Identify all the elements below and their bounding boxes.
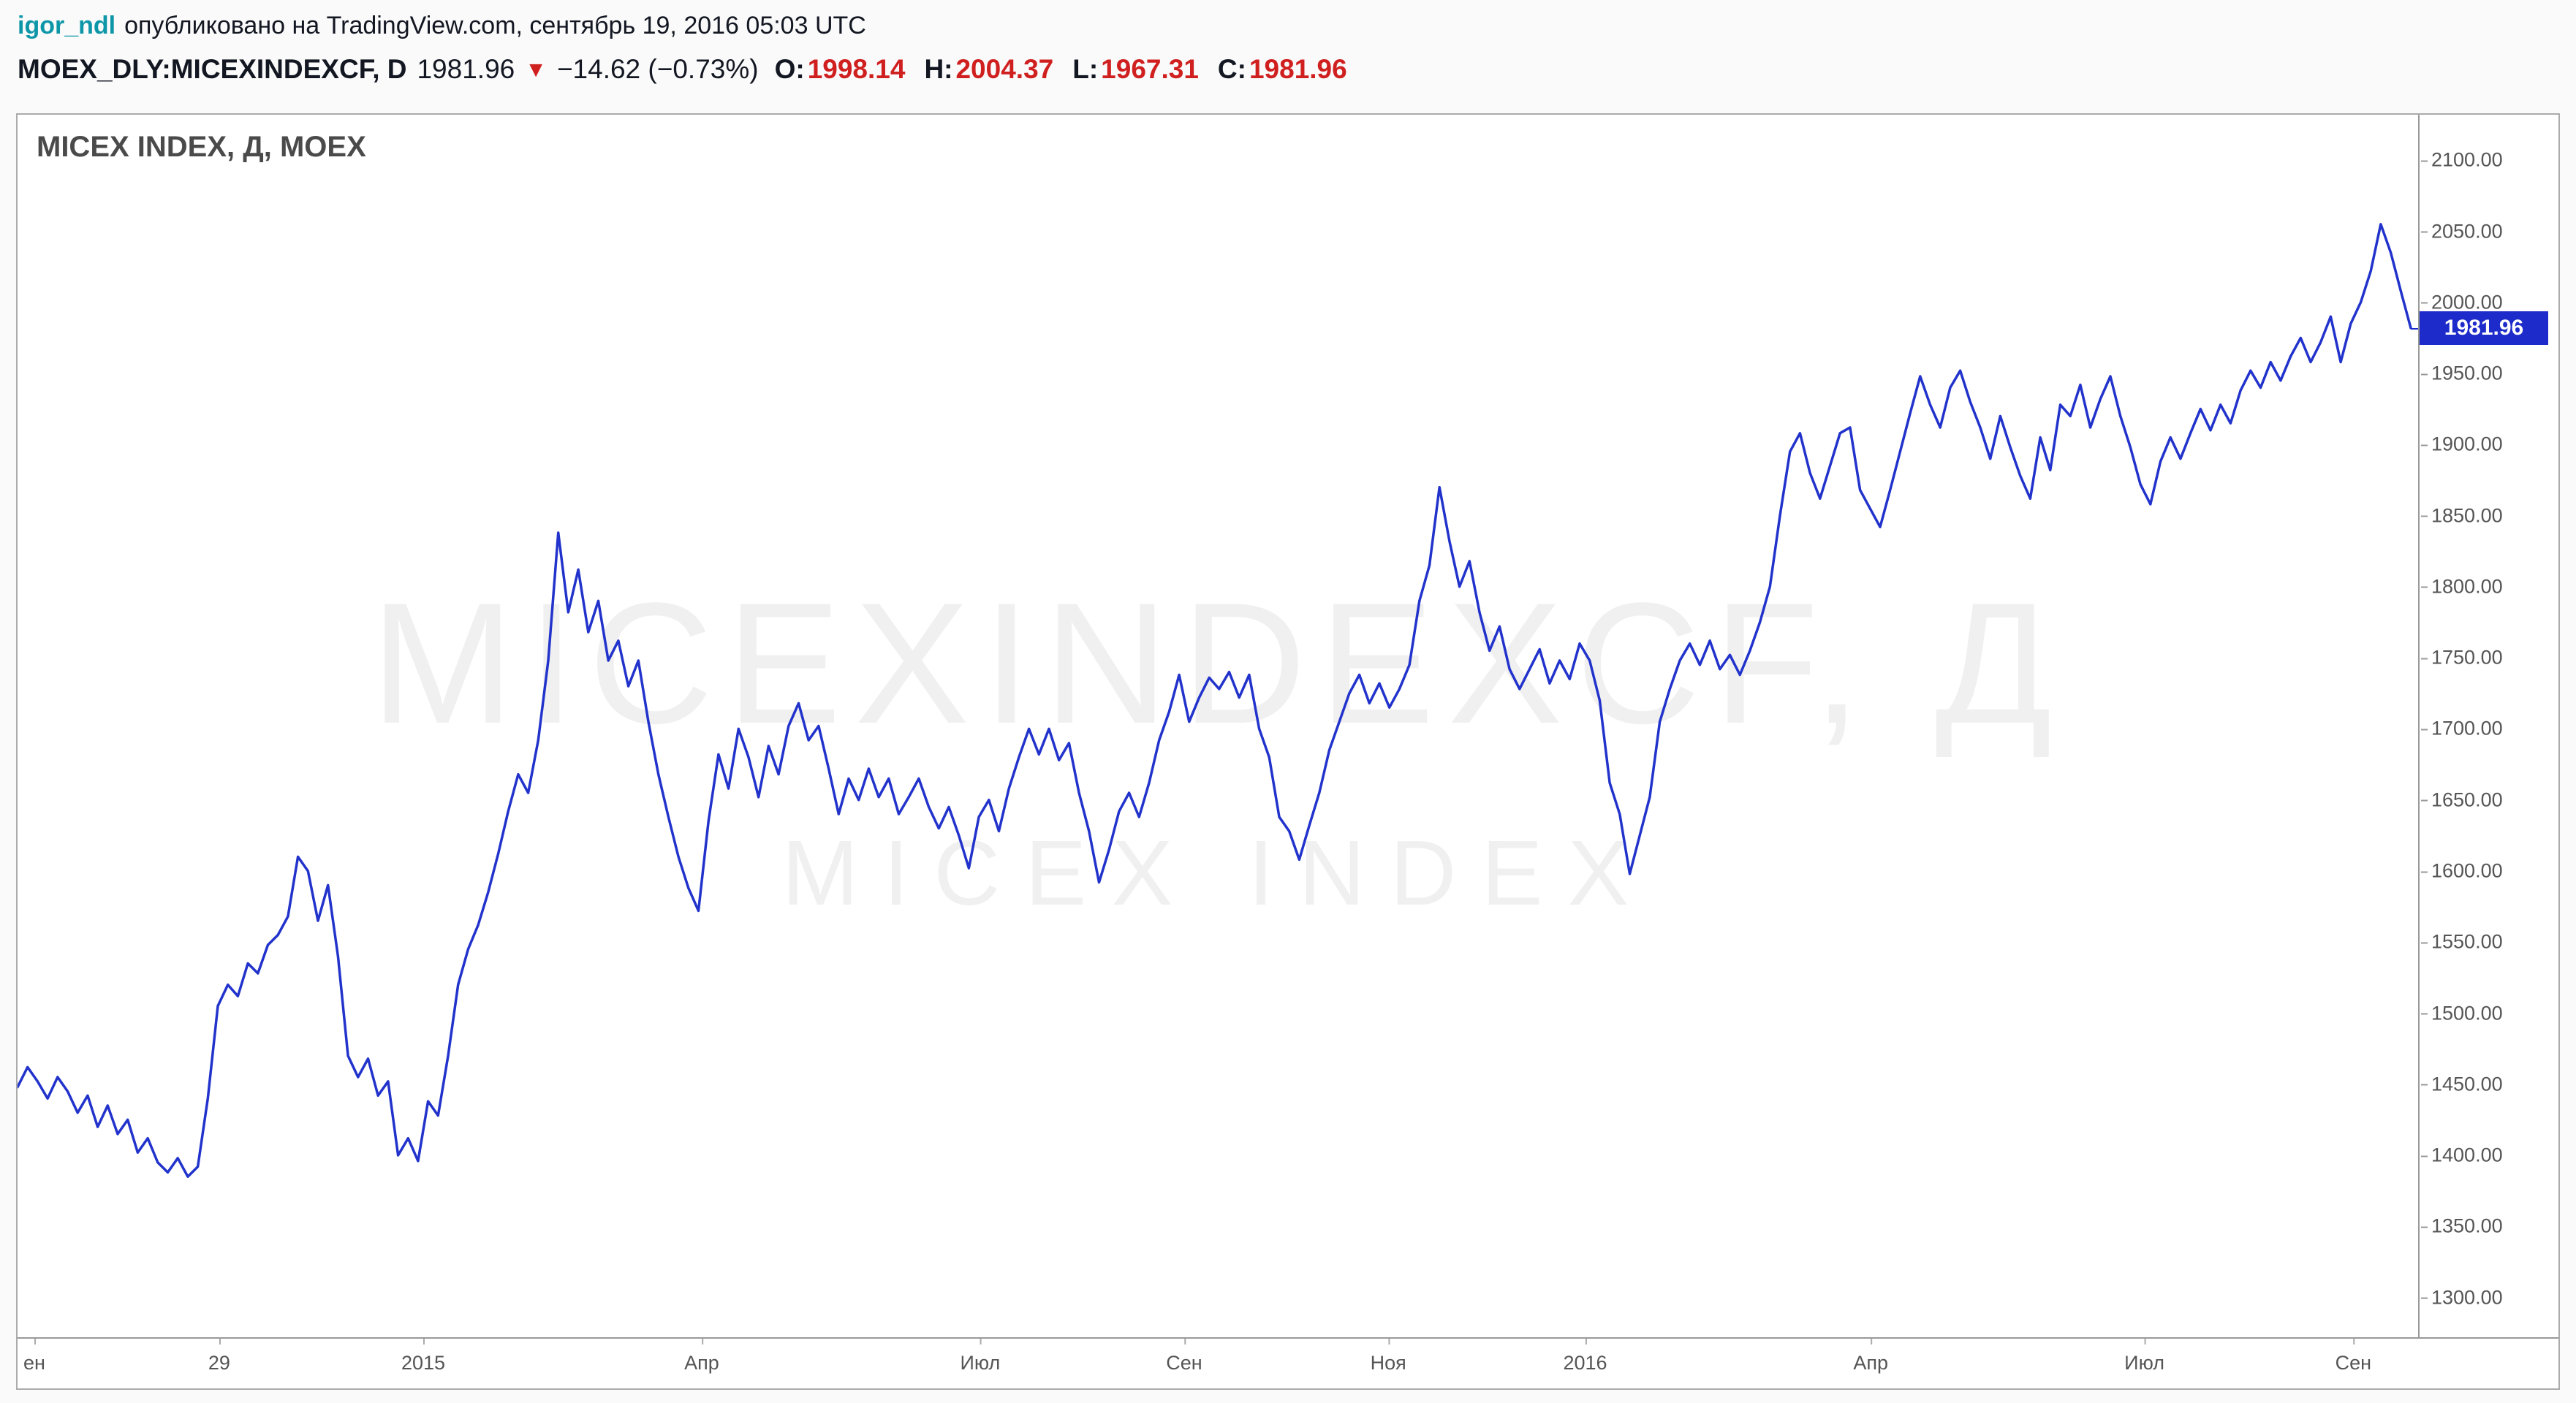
price-line (18, 223, 2412, 1178)
price-label: 1981.96 (2411, 311, 2548, 345)
symbol-info-bar: MOEX_DLY:MICEXINDEXCF, D 1981.96 ▼ −14.6… (18, 53, 1347, 88)
attribution-line: igor_ndl опубликовано на TradingView.com,… (18, 10, 866, 41)
y-axis-label: 1350.00 (2421, 1214, 2503, 1237)
x-axis[interactable]: ен 29 2015 Апр Июл Сен Ноя 2016 Апр Июл Сен (18, 1337, 2558, 1388)
y-axis-label: 2000.00 (2421, 291, 2503, 313)
ohlc-item: O: 1998.14 (775, 53, 906, 86)
ohlc-value: 1981.96 (1249, 54, 1347, 84)
chart-frame: MICEXINDEXCF, Д MICEX INDEX MICEX INDEX,… (16, 113, 2560, 1390)
y-axis-label: 1900.00 (2421, 433, 2503, 455)
x-axis-label: Сен (1166, 1338, 1202, 1374)
ohlc-value: 2004.37 (955, 54, 1054, 84)
y-axis-label: 1650.00 (2421, 788, 2503, 811)
ohlc-value: 1967.31 (1101, 54, 1199, 84)
y-axis-label: 1450.00 (2421, 1073, 2503, 1095)
username-link[interactable]: igor_ndl (18, 12, 116, 39)
down-triangle-icon: ▼ (525, 58, 547, 82)
price-change: −14.62 (−0.73%) (556, 54, 759, 84)
y-axis-label: 2100.00 (2421, 148, 2503, 171)
y-axis-label: 1750.00 (2421, 646, 2503, 669)
y-axis-label: 1400.00 (2421, 1144, 2503, 1166)
ohlc-group: O: 1998.14 H: 2004.37 L: 1967.31 C: 1981.96 (775, 53, 1347, 86)
y-axis-label: 1300.00 (2421, 1286, 2503, 1309)
ohlc-key: L: (1072, 54, 1099, 84)
y-axis-label: 1500.00 (2421, 1002, 2503, 1024)
symbol-title: MOEX_DLY:MICEXINDEXCF, D (18, 54, 407, 84)
y-axis-label: 1800.00 (2421, 575, 2503, 598)
y-axis[interactable]: 2100.00 2050.00 2000.00 1950.00 1900.00 1850.… (2411, 115, 2558, 1339)
ohlc-key: O: (774, 54, 805, 84)
y-axis-label: 1700.00 (2421, 717, 2503, 739)
ohlc-key: C: (1217, 54, 1246, 84)
y-axis-label: 1950.00 (2421, 362, 2503, 384)
x-axis-label: 29 (208, 1338, 230, 1374)
attribution-text: опубликовано на TradingView.com, сентябр… (124, 12, 866, 39)
last-price: 1981.96 (417, 54, 515, 84)
x-axis-label: Апр (1853, 1338, 1889, 1374)
y-axis-label: 1550.00 (2421, 930, 2503, 953)
ohlc-item: H: 2004.37 (924, 53, 1053, 86)
y-axis-label: 1600.00 (2421, 859, 2503, 882)
ohlc-key: H: (924, 54, 953, 84)
y-axis-label: 1850.00 (2421, 504, 2503, 527)
x-axis-label: ен (23, 1338, 45, 1374)
x-axis-label: Апр (684, 1338, 719, 1374)
x-axis-label: 2016 (1563, 1338, 1607, 1374)
x-axis-label: Сен (2335, 1338, 2372, 1374)
y-axis-label: 2050.00 (2421, 220, 2503, 242)
x-axis-label: Ноя (1370, 1338, 1406, 1374)
ohlc-item: L: 1967.31 (1072, 53, 1199, 86)
chart-plot[interactable]: MICEXINDEXCF, Д MICEX INDEX MICEX INDEX,… (18, 115, 2420, 1339)
ohlc-value: 1998.14 (807, 54, 906, 84)
x-axis-label: Июл (960, 1338, 1001, 1374)
x-axis-label: Июл (2124, 1338, 2165, 1374)
chart-legend: MICEX INDEX, Д, MOEX (37, 131, 366, 163)
x-axis-label: 2015 (401, 1338, 446, 1374)
ohlc-item: C: 1981.96 (1218, 53, 1347, 86)
